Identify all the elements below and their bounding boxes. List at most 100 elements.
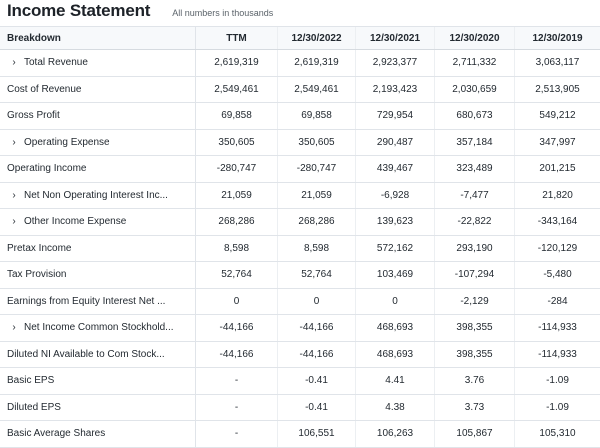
row-label-text: Gross Profit [7,110,60,122]
table-cell: -114,933 [538,348,577,360]
table-row: Pretax Income 8,598 8,598 572,162 293,190 -12… [0,235,600,262]
row-label[interactable]: › Operating Expense [0,129,196,155]
row-label: Gross Profit [0,103,196,129]
table-cell: -44,166 [278,315,356,341]
column-header-2019[interactable]: 12/30/2019 [532,32,583,44]
table-cell: 105,310 [539,428,576,440]
table-cell: -2,129 [435,288,515,314]
row-label[interactable]: › Net Income Common Stockhold... [0,315,196,341]
row-label: Earnings from Equity Interest Net ... [0,288,196,314]
table-cell: 106,551 [278,421,356,447]
table-cell: 2,619,319 [196,50,278,76]
table-cell: -22,822 [435,209,515,235]
row-label: Diluted EPS [0,394,196,420]
row-label-text: Net Income Common Stockhold... [24,322,174,334]
table-cell: -44,166 [196,315,278,341]
row-label: Operating Income [0,156,196,182]
table-cell: 106,263 [356,421,435,447]
row-label-text: Basic EPS [7,375,55,387]
table-cell: 549,212 [539,110,576,122]
table-cell: 0 [356,288,435,314]
table-cell: 3,063,117 [535,57,580,69]
table-row: Diluted EPS - -0.41 4.38 3.73 -1.09 [0,394,600,421]
table-cell: 52,764 [278,262,356,288]
column-header-2021[interactable]: 12/30/2021 [356,27,435,49]
row-label: Cost of Revenue [0,76,196,102]
table-cell: 2,549,461 [196,76,278,102]
breakdown-header[interactable]: Breakdown [0,27,196,49]
table-cell: 468,693 [356,341,435,367]
column-header-2022[interactable]: 12/30/2022 [278,27,356,49]
table-cell: 69,858 [196,103,278,129]
table-cell: -7,477 [435,182,515,208]
table-cell: 2,549,461 [278,76,356,102]
row-label: Pretax Income [0,235,196,261]
table-cell: - [196,394,278,420]
table-row: Earnings from Equity Interest Net ... 0 0 0… [0,288,600,315]
table-cell: 2,030,659 [435,76,515,102]
table-row: › Other Income Expense 268,286 268,286 139,6… [0,209,600,236]
table-cell: 0 [196,288,278,314]
table-cell: 3.76 [435,368,515,394]
table-cell: 293,190 [435,235,515,261]
table-cell: 398,355 [435,315,515,341]
chevron-right-icon[interactable]: › [12,189,16,201]
table-row: Basic Average Shares -106,551 106,263 105,8… [0,421,600,448]
table-cell: 3.73 [435,394,515,420]
row-label-text: Cost of Revenue [7,83,82,95]
table-cell: 103,469 [356,262,435,288]
table-cell: 468,693 [356,315,435,341]
table-cell: 21,059 [196,182,278,208]
table-header-row: Breakdown TTM 12/30/2022 12/30/2021 12/3… [0,26,600,50]
table-cell: 52,764 [196,262,278,288]
row-label: Tax Provision [0,262,196,288]
chevron-right-icon[interactable]: › [12,322,16,334]
chevron-right-icon[interactable]: › [12,57,16,69]
table-cell: -44,166 [278,341,356,367]
row-label-text: Other Income Expense [24,216,127,228]
table-cell: -44,166 [196,341,278,367]
table-cell: 8,598 [278,235,356,261]
chevron-right-icon[interactable]: › [12,216,16,228]
column-header-2020[interactable]: 12/30/2020 [435,27,515,49]
table-cell: 347,997 [539,136,576,148]
table-cell: -280,747 [196,156,278,182]
table-cell: 439,467 [356,156,435,182]
units-note: All numbers in thousands [172,8,274,18]
row-label-text: Basic Average Shares [7,428,106,440]
row-label: Basic EPS [0,368,196,394]
row-label-text: Diluted EPS [7,401,61,413]
table-cell: 323,489 [435,156,515,182]
table-row: › Net Income Common Stockhold... -44,166 -4… [0,315,600,342]
page-title: Income Statement [7,1,151,20]
table-cell: 139,623 [356,209,435,235]
row-label-text: Total Revenue [24,57,88,69]
table-cell: 350,605 [278,129,356,155]
table-row: › Net Non Operating Interest Inc... 21,059… [0,182,600,209]
table-cell: -280,747 [278,156,356,182]
table-cell: - [196,368,278,394]
table-row: Cost of Revenue 2,549,461 2,549,461 2,193,4… [0,76,600,103]
table-cell: 2,711,332 [435,50,515,76]
table-cell: 8,598 [196,235,278,261]
column-header-ttm[interactable]: TTM [196,27,278,49]
table-cell: -107,294 [435,262,515,288]
table-cell: 105,867 [435,421,515,447]
row-label-text: Tax Provision [7,269,67,281]
table-cell: 4.38 [356,394,435,420]
table-cell: 350,605 [196,129,278,155]
row-label[interactable]: › Other Income Expense [0,209,196,235]
row-label: Basic Average Shares [0,421,196,447]
table-cell: -0.41 [278,368,356,394]
table-cell: 680,673 [435,103,515,129]
table-cell: -1.09 [546,401,569,413]
table-cell: 4.41 [356,368,435,394]
table-cell: 268,286 [196,209,278,235]
table-cell: 2,923,377 [356,50,435,76]
row-label[interactable]: › Total Revenue [0,50,196,76]
chevron-right-icon[interactable]: › [12,136,16,148]
table-cell: 268,286 [278,209,356,235]
row-label-text: Operating Expense [24,136,110,148]
row-label[interactable]: › Net Non Operating Interest Inc... [0,182,196,208]
table-cell: -5,480 [543,269,572,281]
